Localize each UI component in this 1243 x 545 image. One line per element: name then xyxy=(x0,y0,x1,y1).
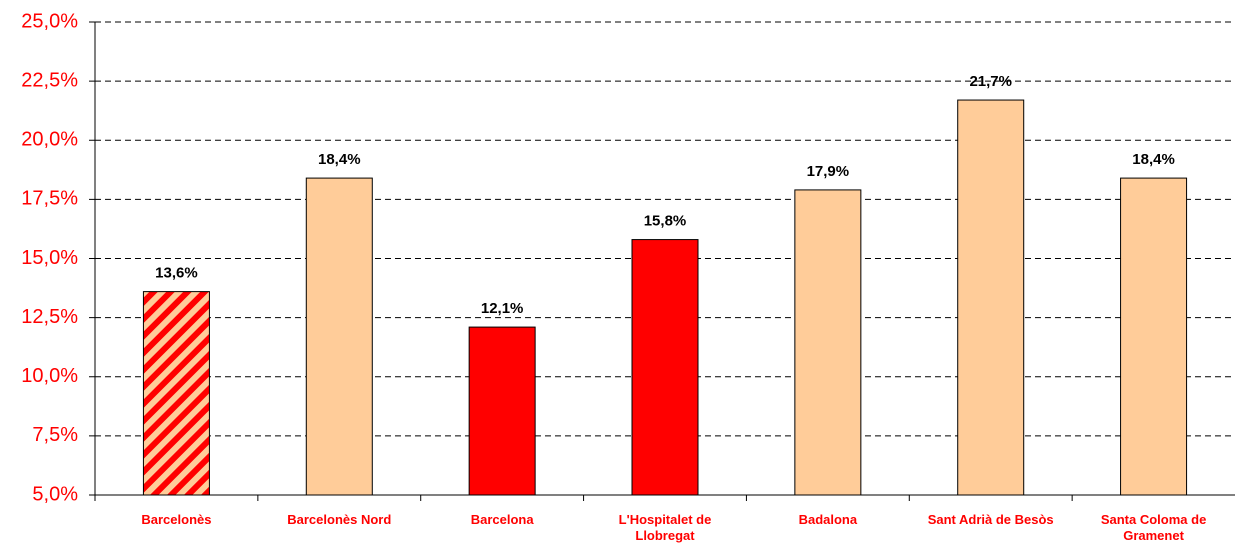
x-tick-label: Badalona xyxy=(798,512,858,527)
y-tick-label: 22,5% xyxy=(21,69,78,91)
bar xyxy=(631,239,699,496)
bar xyxy=(305,177,373,496)
y-tick-label: 25,0% xyxy=(21,10,78,32)
x-tick-label: Sant Adrià de Besòs xyxy=(927,512,1054,527)
value-label: 15,8% xyxy=(644,213,687,230)
bar xyxy=(468,326,536,496)
y-tick-label: 17,5% xyxy=(21,188,78,210)
x-tick-label: Barcelonès Nord xyxy=(287,512,392,527)
value-label: 12,1% xyxy=(481,300,524,317)
x-tick-label: Barcelona xyxy=(470,512,534,527)
y-tick-label: 12,5% xyxy=(21,306,78,328)
bar xyxy=(794,189,862,496)
y-tick-label: 7,5% xyxy=(32,424,78,446)
bar xyxy=(957,99,1025,496)
value-label: 13,6% xyxy=(155,265,198,282)
x-tick-label: Barcelonès xyxy=(141,512,212,527)
y-tick-label: 20,0% xyxy=(21,129,78,151)
bar xyxy=(142,291,210,496)
bar xyxy=(1120,177,1188,496)
y-tick-label: 10,0% xyxy=(21,365,78,387)
value-label: 18,4% xyxy=(1132,151,1175,168)
y-tick-label: 5,0% xyxy=(32,483,78,505)
value-label: 18,4% xyxy=(318,151,361,168)
x-tick-label: Santa Coloma de Gramenet xyxy=(1100,512,1207,543)
x-tick-label: L'Hospitalet de Llobregat xyxy=(618,512,712,543)
value-label: 21,7% xyxy=(969,73,1012,90)
y-tick-label: 15,0% xyxy=(21,247,78,269)
value-label: 17,9% xyxy=(807,163,850,180)
